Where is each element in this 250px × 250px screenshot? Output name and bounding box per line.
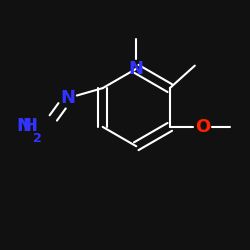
Text: O: O [195,118,210,136]
Text: N: N [16,116,32,134]
Text: N: N [60,89,75,107]
Text: 2: 2 [33,132,42,145]
Text: H: H [23,116,38,134]
Text: N: N [129,60,144,78]
